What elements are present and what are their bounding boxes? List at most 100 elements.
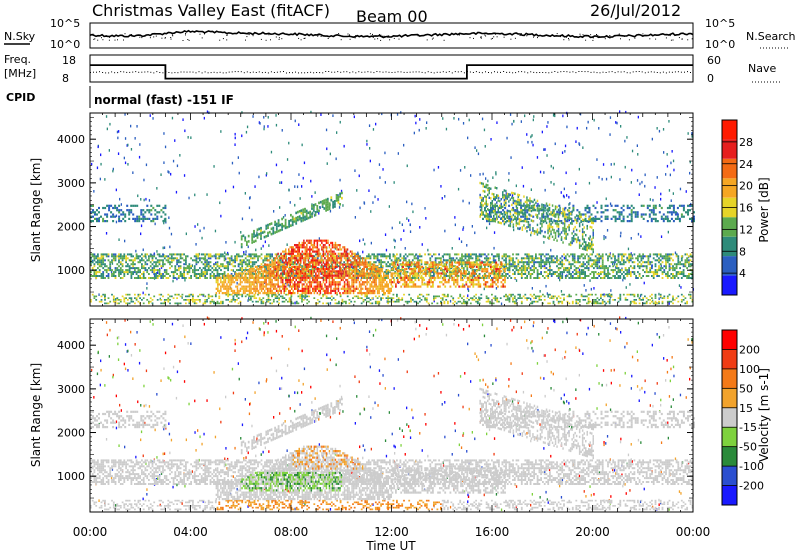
power-cell: [399, 259, 402, 262]
power-cell: [396, 300, 398, 303]
power-cell: [510, 215, 513, 218]
power-cell: [471, 267, 474, 270]
power-cell: [107, 302, 110, 305]
power-cell: [598, 275, 601, 277]
power-cell: [619, 299, 622, 301]
power-cell: [372, 201, 374, 204]
power-cell: [544, 188, 546, 192]
power-cell: [520, 257, 523, 260]
power-cell: [501, 257, 504, 260]
nave-point: [198, 71, 200, 73]
power-cell: [464, 265, 467, 268]
power-cell: [220, 285, 222, 288]
power-cell: [139, 143, 141, 146]
nave-point: [304, 72, 306, 74]
power-cell: [264, 277, 266, 279]
power-cell: [601, 299, 604, 301]
power-cell: [132, 261, 134, 264]
power-cell: [126, 204, 129, 207]
power-cell: [443, 271, 446, 274]
power-cell: [108, 209, 111, 212]
power-cell: [540, 263, 542, 266]
power-cell: [299, 269, 302, 272]
nave-point: [406, 71, 408, 73]
power-cell: [475, 297, 477, 299]
power-cell: [181, 253, 184, 256]
power-cell: [591, 293, 593, 296]
power-cell: [427, 248, 429, 252]
power-cell: [670, 211, 673, 214]
power-cell: [247, 281, 249, 284]
power-cell: [419, 226, 421, 229]
power-cell: [394, 275, 397, 277]
nsearch-point: [294, 33, 295, 35]
nave-point: [587, 71, 589, 73]
power-cell: [366, 267, 368, 270]
power-cell: [462, 275, 465, 277]
power-cell: [162, 253, 164, 256]
power-cell: [104, 295, 106, 298]
power-cell: [573, 277, 576, 279]
nsearch-point: [246, 36, 248, 38]
power-cell: [608, 265, 611, 268]
power-cell: [140, 213, 143, 216]
power-cell: [524, 269, 527, 272]
power-cell: [624, 273, 627, 275]
power-cell: [656, 302, 659, 305]
power-cell: [383, 255, 386, 258]
power-cell: [688, 273, 690, 275]
power-cell: [624, 277, 626, 280]
power-cell: [119, 273, 122, 275]
nave-point: [475, 71, 477, 73]
power-cell: [322, 302, 324, 305]
power-cell: [575, 269, 578, 272]
nave-point: [497, 71, 498, 73]
power-cell: [202, 271, 205, 274]
power-cell: [342, 204, 344, 207]
power-cell: [218, 275, 221, 277]
power-cell: [628, 259, 630, 262]
power-cell: [380, 259, 382, 262]
power-cell: [557, 277, 560, 279]
power-cell: [126, 269, 129, 272]
nsearch-point: [417, 35, 419, 37]
power-cell: [459, 261, 462, 264]
power-cell: [628, 269, 630, 272]
power-cell: [105, 265, 108, 268]
power-cell: [267, 297, 270, 299]
power-cell: [589, 300, 592, 303]
power-cell: [571, 271, 574, 274]
power-cell: [482, 277, 484, 279]
power-cell: [242, 272, 245, 275]
power-cell: [654, 253, 657, 256]
nave-point: [509, 71, 511, 73]
power-cell: [575, 140, 577, 143]
power-cell: [213, 269, 215, 272]
power-cell: [155, 273, 157, 275]
power-cell: [374, 302, 377, 305]
power-cell: [652, 211, 655, 214]
power-cell: [179, 267, 182, 270]
power-cell: [638, 253, 641, 256]
nave-point: [623, 71, 625, 73]
power-cell: [185, 255, 187, 258]
power-cell: [682, 299, 685, 301]
power-cell: [190, 265, 192, 268]
power-cell: [573, 261, 576, 264]
power-cell: [146, 269, 149, 272]
power-cell: [223, 257, 226, 260]
power-cell: [311, 203, 313, 206]
power-cell: [520, 273, 523, 275]
power-cell: [275, 163, 278, 167]
power-cell: [256, 276, 258, 279]
power-cell: [170, 295, 173, 298]
power-cell: [169, 295, 171, 298]
power-cell: [257, 274, 260, 277]
power-cell: [250, 261, 252, 264]
power-cell: [536, 295, 539, 298]
power-cell: [485, 177, 487, 180]
power-cell: [294, 275, 296, 277]
power-cell: [242, 292, 245, 295]
power-cell: [163, 221, 165, 225]
power-cell: [545, 284, 547, 288]
